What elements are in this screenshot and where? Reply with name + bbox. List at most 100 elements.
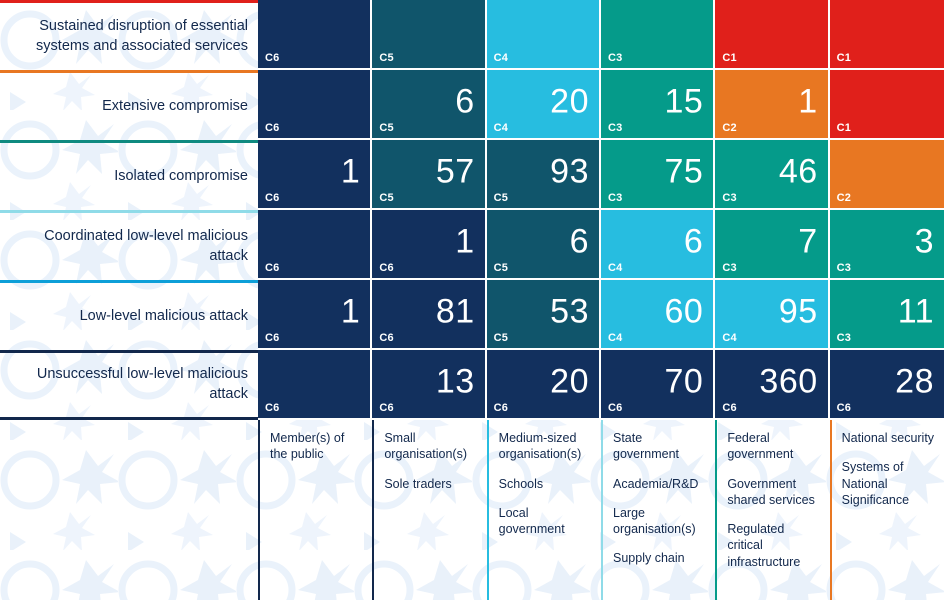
- cell-category: C3: [836, 262, 852, 274]
- cell-category: C6: [379, 332, 394, 344]
- footer-line: Regulated critical infrastructure: [727, 522, 801, 569]
- cell-category: C6: [265, 262, 280, 274]
- row-label-low-level-malicious-attack: Low-level malicious attack: [0, 280, 258, 350]
- cell-r6c6[interactable]: 28 C6: [829, 350, 944, 420]
- cell-r6c2[interactable]: 13 C6: [372, 350, 487, 420]
- cell-category: C6: [493, 402, 509, 414]
- cell-r1c1[interactable]: C6: [258, 0, 373, 70]
- cell-value: 28: [895, 362, 934, 401]
- cell-r5c1[interactable]: 1 C6: [258, 280, 373, 350]
- footer-column-state-government: State government Academia/R&D Large orga…: [601, 420, 715, 600]
- footer-column-national-security: National security Systems of National Si…: [829, 420, 944, 600]
- cell-r5c3[interactable]: 53 C5: [486, 280, 601, 350]
- cell-value: 20: [550, 82, 589, 121]
- cell-r1c5[interactable]: C1: [715, 0, 830, 70]
- cell-category: C6: [265, 332, 280, 344]
- cell-category: C4: [608, 262, 623, 274]
- cell-category: C1: [836, 52, 852, 64]
- cell-value: 20: [550, 362, 589, 401]
- cell-category: C6: [265, 122, 280, 134]
- cell-r4c6[interactable]: 3 C3: [829, 210, 944, 280]
- cell-value: 15: [664, 82, 704, 121]
- cell-value: 6: [683, 222, 704, 261]
- row-label-isolated-compromise: Isolated compromise: [0, 140, 258, 210]
- cell-category: C6: [379, 262, 394, 274]
- cell-value: 57: [435, 152, 475, 191]
- cell-value: 75: [664, 152, 704, 191]
- cell-category: C5: [493, 262, 509, 274]
- cell-category: C4: [493, 122, 509, 134]
- cell-r1c3[interactable]: C4: [486, 0, 601, 70]
- footer-line: Federal government: [727, 431, 794, 462]
- cell-r3c1[interactable]: 1 C6: [258, 140, 373, 210]
- cell-r2c6[interactable]: C1: [829, 70, 944, 140]
- cell-value: 6: [455, 82, 475, 121]
- cell-r1c6[interactable]: C1: [829, 0, 944, 70]
- footer-column-member-of-public: Member(s) of the public: [258, 420, 372, 600]
- cell-r4c1[interactable]: C6: [258, 210, 373, 280]
- cell-category: C5: [379, 192, 394, 204]
- cell-category: C4: [608, 332, 623, 344]
- footer-column-medium-organisations: Medium-sized organisation(s) Schools Loc…: [486, 420, 601, 600]
- cell-r2c1[interactable]: C6: [258, 70, 373, 140]
- cell-r5c6[interactable]: 11 C3: [829, 280, 944, 350]
- cell-category: C1: [722, 52, 737, 64]
- cell-value: 1: [340, 152, 361, 191]
- footer-column-federal-government: Federal government Government shared ser…: [715, 420, 829, 600]
- cell-r3c6[interactable]: C2: [829, 140, 944, 210]
- row-label-text: Unsuccessful low-level malicious attack: [36, 366, 248, 402]
- footer-line: Large organisation(s): [613, 505, 696, 536]
- cell-category: C5: [379, 52, 394, 64]
- cell-r5c2[interactable]: 81 C6: [372, 280, 487, 350]
- cell-value: 1: [455, 222, 475, 261]
- cell-category: C6: [265, 52, 280, 64]
- cell-category: C5: [493, 192, 509, 204]
- cell-r4c5[interactable]: 7 C3: [715, 210, 830, 280]
- cell-r4c4[interactable]: 6 C4: [601, 210, 716, 280]
- cell-r6c4[interactable]: 70 C6: [601, 350, 716, 420]
- footer-column-small-organisations: Small organisation(s) Sole traders: [372, 420, 486, 600]
- footer-spacer: [0, 420, 258, 600]
- cell-category: C3: [836, 332, 852, 344]
- cell-r2c4[interactable]: 15 C3: [601, 70, 716, 140]
- cell-r1c2[interactable]: C5: [372, 0, 487, 70]
- cell-r2c3[interactable]: 20 C4: [486, 70, 601, 140]
- cell-r3c2[interactable]: 57 C5: [372, 140, 487, 210]
- cell-r6c1[interactable]: C6: [258, 350, 373, 420]
- cell-value: 360: [759, 362, 818, 401]
- row-label-coordinated-low-level-malicious-attack: Coordinated low-level malicious attack: [0, 210, 258, 280]
- cell-value: 81: [435, 292, 475, 331]
- cell-category: C1: [836, 122, 852, 134]
- row-label-text: Coordinated low-level malicious attack: [44, 227, 248, 264]
- cell-r5c5[interactable]: 95 C4: [715, 280, 830, 350]
- cell-r4c3[interactable]: 6 C5: [486, 210, 601, 280]
- footer-line: Academia/R&D: [613, 476, 699, 491]
- row-label-text: Sustained disruption of essential system…: [36, 17, 248, 54]
- cell-value: 53: [550, 292, 589, 331]
- cell-category: C3: [608, 52, 623, 64]
- cell-r1c4[interactable]: C3: [601, 0, 716, 70]
- cell-r3c4[interactable]: 75 C3: [601, 140, 716, 210]
- footer-line: National security: [841, 431, 935, 445]
- cell-r3c3[interactable]: 93 C5: [486, 140, 601, 210]
- cell-value: 70: [664, 362, 704, 401]
- cell-category: C6: [265, 402, 280, 414]
- cell-category: C6: [608, 402, 623, 414]
- cell-category: C3: [608, 192, 623, 204]
- cell-value: 93: [550, 152, 589, 191]
- cell-r6c3[interactable]: 20 C6: [486, 350, 601, 420]
- cell-r5c4[interactable]: 60 C4: [601, 280, 716, 350]
- cell-value: 7: [798, 222, 818, 261]
- cell-category: C4: [722, 332, 737, 344]
- cell-r3c5[interactable]: 46 C3: [715, 140, 830, 210]
- footer-line: State government: [613, 431, 680, 462]
- cell-value: 60: [664, 292, 704, 331]
- cell-value: 11: [897, 292, 934, 331]
- cell-r2c2[interactable]: 6 C5: [372, 70, 487, 140]
- footer-line: Local government: [498, 505, 565, 536]
- row-label-text: Low-level malicious attack: [79, 307, 248, 324]
- cell-r4c2[interactable]: 1 C6: [372, 210, 487, 280]
- cell-category: C3: [722, 192, 737, 204]
- cell-r2c5[interactable]: 1 C2: [715, 70, 830, 140]
- cell-r6c5[interactable]: 360 C6: [715, 350, 830, 420]
